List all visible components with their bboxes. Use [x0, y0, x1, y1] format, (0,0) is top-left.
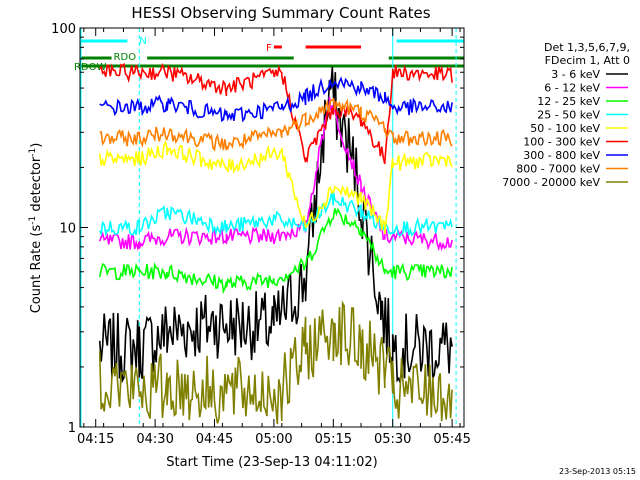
y-label-sup1: -1: [28, 216, 38, 225]
series-line: [99, 62, 453, 165]
series-layer: [98, 62, 453, 425]
legend-label: 50 - 100 keV: [530, 122, 600, 135]
x-tick-label: 05:30: [374, 432, 411, 447]
chart-title: HESSI Observing Summary Count Rates: [131, 4, 430, 22]
x-tick-label: 05:15: [315, 432, 352, 447]
legend: Det 1,3,5,6,7,9,FDecim 1, Att 03 - 6 keV…: [502, 41, 630, 189]
y-tick-label: 1: [68, 421, 76, 436]
x-axis-label: Start Time (23-Sep-13 04:11:02): [166, 455, 377, 470]
legend-header: Det 1,3,5,6,7,9,: [544, 41, 630, 54]
legend-label: 7000 - 20000 keV: [502, 176, 600, 189]
y-label-mid: detector: [29, 156, 44, 216]
night-flag-label: N: [139, 36, 146, 47]
plot-area: [80, 28, 464, 427]
y-axis-label: Count Rate (s-1 detector-1): [28, 143, 44, 314]
y-label-main: Count Rate (s: [29, 225, 44, 314]
plot-background: [80, 28, 464, 427]
y-tick-label: 100: [51, 22, 76, 37]
rdo-flag-label: RDO: [114, 52, 137, 63]
series-line: [99, 97, 453, 152]
x-tick-label: 04:45: [196, 432, 233, 447]
series-line: [98, 139, 453, 235]
legend-label: 12 - 25 keV: [537, 95, 600, 108]
series-line: [99, 76, 453, 123]
y-tick-label: 10: [59, 222, 76, 237]
legend-label: 800 - 7000 keV: [516, 163, 600, 176]
rdow-flag-label: RDOW: [74, 62, 107, 73]
legend-label: 3 - 6 keV: [551, 68, 600, 81]
footer-timestamp: 23-Sep-2013 05:15: [559, 467, 636, 476]
series-line: [98, 300, 453, 425]
series-line: [98, 96, 453, 252]
x-tick-label: 04:15: [77, 432, 114, 447]
svg-text:Count Rate (s-1 detector-1): Count Rate (s-1 detector-1): [28, 143, 44, 314]
axes-layer: 1 10 100 04:15 04:30 04:45 05:00 05:15 05:30 05:4…: [51, 22, 471, 447]
legend-label: 25 - 50 keV: [537, 109, 600, 122]
x-tick-label: 05:00: [255, 432, 292, 447]
legend-label: 300 - 800 keV: [523, 149, 600, 162]
legend-header: FDecim 1, Att 0: [545, 54, 630, 67]
flare-flag-label: F: [266, 43, 272, 54]
x-tick-label: 04:30: [136, 432, 173, 447]
series-line: [98, 207, 453, 295]
x-tick-label: 05:45: [433, 432, 470, 447]
legend-label: 6 - 12 keV: [544, 82, 600, 95]
legend-label: 100 - 300 keV: [523, 136, 600, 149]
y-label-end: ): [29, 143, 44, 148]
y-label-sup2: -1: [28, 148, 38, 157]
series-line: [98, 190, 453, 237]
